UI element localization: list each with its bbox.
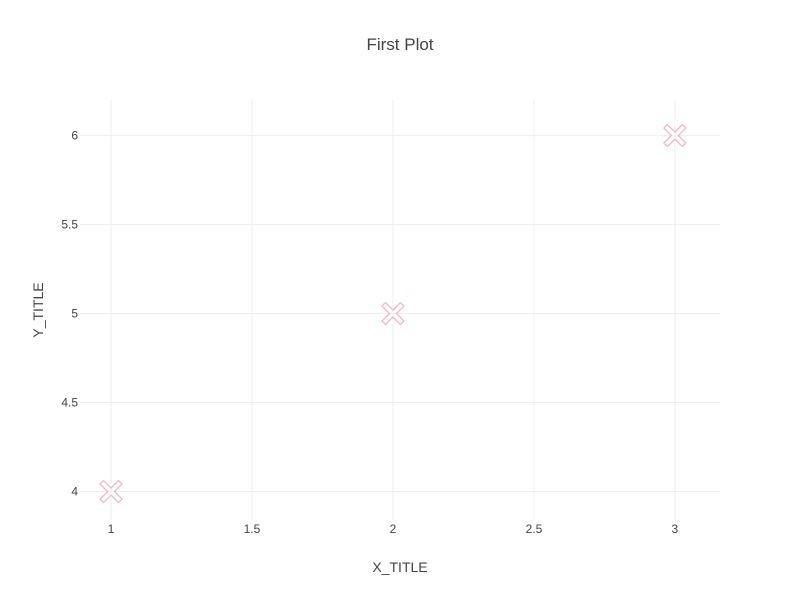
y-axis-title: Y_TITLE bbox=[30, 282, 46, 337]
y-gridlines bbox=[80, 135, 720, 493]
y-tick-labels: 4 4.5 5 5.5 6 bbox=[61, 129, 78, 499]
data-points bbox=[99, 123, 687, 504]
y-tick-label: 4.5 bbox=[61, 396, 78, 410]
x-axis-title: X_TITLE bbox=[372, 559, 427, 575]
y-tick-label: 6 bbox=[71, 129, 78, 143]
x-tick-label: 2 bbox=[390, 522, 397, 536]
data-point-marker bbox=[381, 301, 405, 326]
x-tick-label: 3 bbox=[672, 522, 679, 536]
y-tick-label: 5 bbox=[71, 307, 78, 321]
x-tick-label: 1 bbox=[108, 522, 115, 536]
x-tick-label: 2.5 bbox=[526, 522, 543, 536]
x-tick-label: 1.5 bbox=[244, 522, 261, 536]
y-tick-label: 4 bbox=[71, 485, 78, 499]
data-point-marker bbox=[99, 479, 123, 504]
data-point-marker bbox=[663, 123, 687, 148]
y-tick-label: 5.5 bbox=[61, 218, 78, 232]
chart-title: First Plot bbox=[366, 35, 433, 54]
x-tick-labels: 1 1.5 2 2.5 3 bbox=[108, 522, 679, 536]
